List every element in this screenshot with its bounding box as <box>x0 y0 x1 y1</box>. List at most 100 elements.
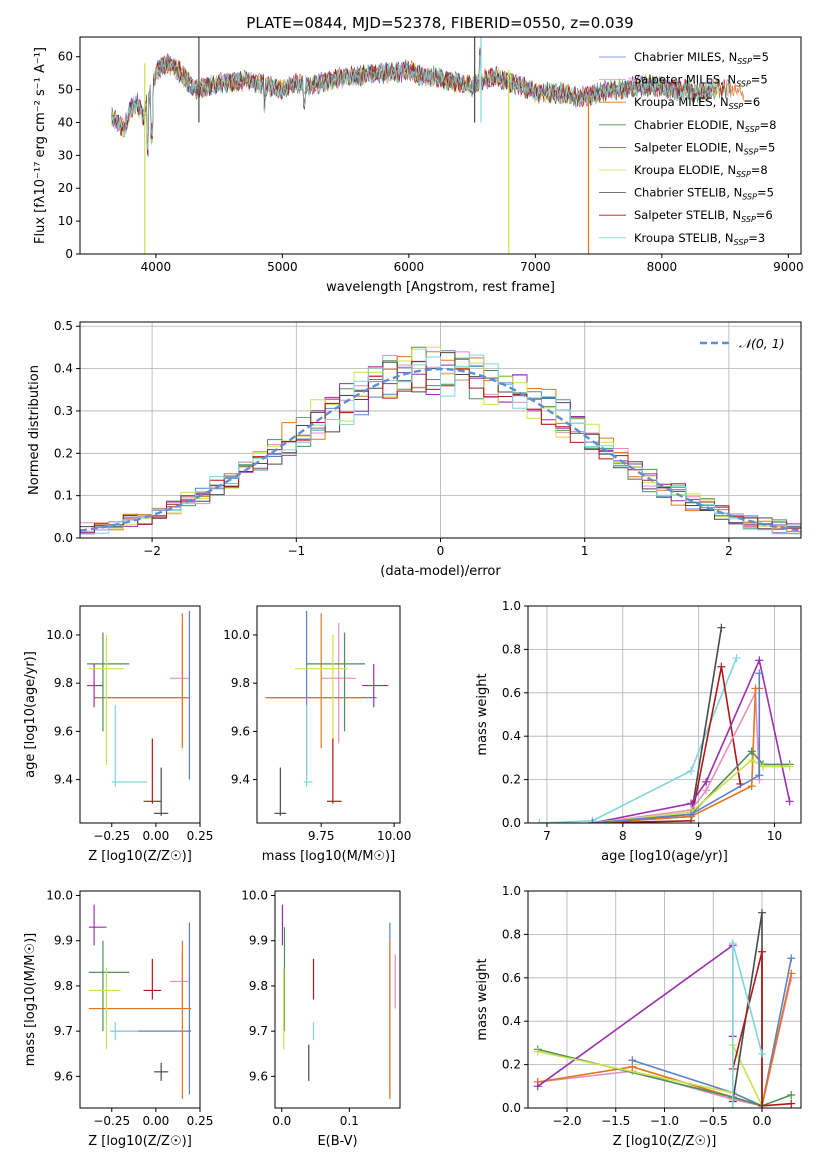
weight-marker <box>785 762 794 771</box>
plot-area <box>535 623 794 823</box>
x-tick-label: 9.75 <box>308 829 335 843</box>
weight-marker <box>535 819 544 823</box>
weight-marker <box>628 1062 637 1071</box>
axes-frame <box>527 605 802 824</box>
x-tick-label: 10.00 <box>377 829 411 843</box>
weight-marker <box>717 662 726 671</box>
weight-line <box>592 673 761 823</box>
weight-marker <box>755 669 764 678</box>
legend-label: Chabrier STELIB, NSSP=5 <box>634 186 774 202</box>
y-tick-label: 0.2 <box>502 1058 521 1072</box>
y-tick-label: 0.4 <box>54 362 73 376</box>
legend-subscript: SSP <box>745 125 760 134</box>
y-tick-label: 10.0 <box>223 628 250 642</box>
y-tick-label: 9.8 <box>249 979 268 993</box>
plot-area <box>87 610 191 816</box>
legend-value: =6 <box>743 95 760 109</box>
weight-line <box>539 657 738 823</box>
y-tick-label: 10.0 <box>46 889 73 903</box>
x-tick-label: 0.00 <box>143 1114 170 1128</box>
plot-area <box>80 346 801 535</box>
axes-spectrum: 4000 5000 6000 7000 8000 9000 0 10 20 30 40 50 60 wav… <box>33 36 804 295</box>
weight-line <box>732 951 792 1107</box>
y-tick-label: 0.4 <box>502 1014 521 1028</box>
legend-value: =5 <box>751 73 768 87</box>
y-tick-label: 9.9 <box>54 934 73 948</box>
y-tick-label: 9.4 <box>54 773 73 787</box>
x-axis-label: Z [log10(Z/Z☉)] <box>613 1134 717 1149</box>
y-axis-label: mass weight <box>475 958 490 1040</box>
frame: −0.25 0.00 0.25 9.6 9.7 9.8 9.9 10.0 Z [log10(Z/… <box>23 889 213 1149</box>
weight-marker <box>755 656 764 665</box>
x-tick-label: 9 <box>695 829 703 843</box>
axes-residual_histogram: −2 −1 0 1 2 0.0 0.1 0.2 0.3 0.4 0.5 (data-model)/er… <box>27 319 802 579</box>
weight-marker <box>533 1082 542 1091</box>
x-axis-label: wavelength [Angstrom, rest frame] <box>326 280 555 295</box>
y-tick-label: 10.0 <box>46 628 73 642</box>
y-tick-label: 9.8 <box>54 979 73 993</box>
x-tick-label: −1 <box>287 544 305 558</box>
weight-marker <box>787 1099 796 1108</box>
axes-age_vs_Z: −0.25 0.00 0.25 9.4 9.6 9.8 10.0 Z [log10(Z/Z☉)… <box>23 605 214 864</box>
y-tick-label: 9.4 <box>231 773 250 787</box>
plot-area <box>111 37 745 254</box>
figure-title: PLATE=0844, MJD=52378, FIBERID=0550, z=0… <box>246 14 633 32</box>
weight-marker <box>785 797 794 806</box>
y-axis-label: mass [log10(M/M☉)] <box>23 933 38 1066</box>
y-tick-label: 10.0 <box>241 889 268 903</box>
frame: 7 8 9 10 0.0 0.2 0.4 0.6 0.8 1.0 age [log10(age/yr… <box>475 599 802 864</box>
weight-marker <box>747 756 756 765</box>
x-axis-label: mass [log10(M/M☉)] <box>262 849 395 864</box>
frame: 0.0 0.1 9.6 9.7 9.8 9.9 10.0 E(B-V) <box>241 889 401 1149</box>
x-tick-label: 4000 <box>141 260 172 274</box>
axes-frame <box>79 890 201 1109</box>
y-tick-label: 0 <box>65 247 73 261</box>
x-tick-label: −1.0 <box>650 1114 679 1128</box>
y-tick-label: 9.6 <box>231 724 250 738</box>
weight-marker <box>747 782 756 791</box>
weight-marker <box>787 954 796 963</box>
weight-marker <box>728 939 737 948</box>
axes-frame <box>256 605 401 824</box>
y-tick-label: 60 <box>58 50 73 64</box>
weight-marker <box>747 747 756 756</box>
x-tick-label: 10 <box>767 829 782 843</box>
y-tick-label: 9.8 <box>231 676 250 690</box>
spectrum-line <box>111 47 726 157</box>
y-axis-label: Normed distribution <box>27 365 42 495</box>
y-axis-label: age [log10(age/yr)] <box>23 651 38 778</box>
x-tick-label: 7000 <box>520 260 551 274</box>
legend-subscript: SSP <box>742 193 757 202</box>
x-tick-label: −1.5 <box>601 1114 630 1128</box>
legend-subscript: SSP <box>737 57 752 66</box>
x-tick-label: 0.0 <box>272 1114 291 1128</box>
legend-label: Chabrier MILES, NSSP=5 <box>634 50 769 66</box>
legend-value: =8 <box>751 163 768 177</box>
y-tick-label: 30 <box>58 148 73 162</box>
spectrum-line <box>111 53 720 151</box>
y-tick-label: 0.5 <box>54 319 73 333</box>
legend-value: =3 <box>748 231 765 245</box>
x-tick-label: −0.5 <box>699 1114 728 1128</box>
legend-subscript: SSP <box>744 147 759 156</box>
y-tick-label: 0.8 <box>502 927 521 941</box>
axes-background <box>257 606 400 823</box>
axes-mass_weight_vs_age: 7 8 9 10 0.0 0.2 0.4 0.6 0.8 1.0 age [log10(age/yr… <box>475 599 802 864</box>
legend-value: =5 <box>757 186 774 200</box>
y-tick-label: 10 <box>58 214 73 228</box>
spectrum-legend: Chabrier MILES, NSSP=5 Salpeter MILES, NS… <box>599 50 776 247</box>
plot-area <box>265 610 389 816</box>
y-axis-label: Flux [fλ10⁻¹⁷ erg cm⁻² s⁻¹ A⁻¹] <box>33 47 48 244</box>
legend-label: Salpeter STELIB, NSSP=6 <box>634 208 773 224</box>
x-tick-label: 0.25 <box>187 829 214 843</box>
x-axis-label: E(B-V) <box>317 1134 357 1149</box>
x-tick-label: −0.25 <box>93 1114 130 1128</box>
histogram-step <box>80 354 801 535</box>
y-tick-label: 0.3 <box>54 404 73 418</box>
y-tick-label: 0.0 <box>54 531 73 545</box>
axes-background <box>80 606 200 823</box>
weight-line <box>632 958 793 1107</box>
axes-frame <box>274 890 401 1109</box>
weight-line <box>537 1048 792 1107</box>
legend-label: Salpeter MILES, NSSP=5 <box>634 73 768 89</box>
